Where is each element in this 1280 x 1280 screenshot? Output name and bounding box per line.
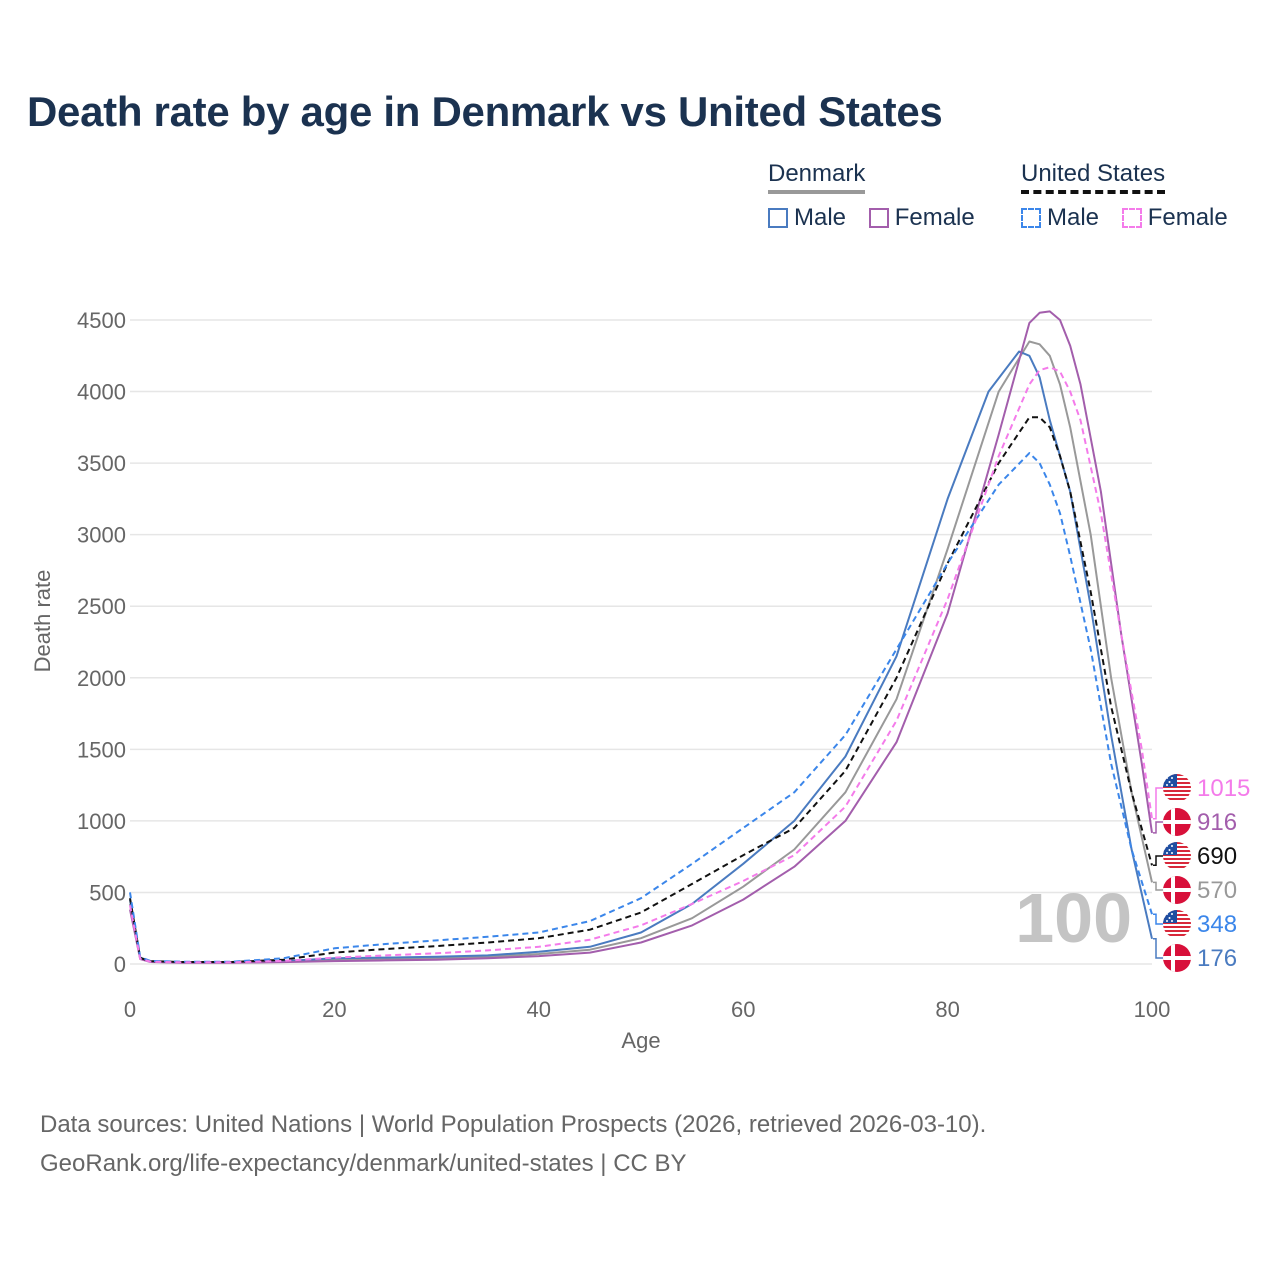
series-line-denmark-male: [129, 350, 1153, 964]
x-tick-label: 60: [731, 997, 755, 1022]
legend-group-title: Denmark: [768, 160, 866, 194]
source-note: Data sources: United Nations | World Pop…: [40, 1111, 987, 1138]
series-line-united-states-male: [129, 452, 1153, 963]
legend-label: Male: [794, 204, 847, 231]
source-link[interactable]: GeoRank.org/life-expectancy/denmark/unit…: [40, 1150, 687, 1177]
legend-group-title: United States: [1021, 160, 1166, 194]
end-label-connector: [1153, 881, 1163, 891]
series-lines: [129, 310, 1153, 964]
y-tick-label: 1000: [77, 809, 126, 834]
legend-group-denmark: Denmark Male Female: [768, 160, 991, 235]
y-tick-label: 4500: [77, 308, 126, 333]
footer: Data sources: United Nations | World Pop…: [40, 1105, 986, 1183]
series-line-denmark-female: [129, 310, 1153, 964]
legend-item-us-female[interactable]: Female: [1121, 204, 1228, 232]
end-label-connector: [1153, 855, 1163, 867]
end-value-label: 176: [1197, 945, 1237, 972]
y-tick-label: 3000: [77, 523, 126, 548]
grid: [130, 319, 1152, 965]
legend-label: Female: [894, 204, 975, 231]
end-value-label: 348: [1197, 911, 1237, 938]
y-tick-label: 0: [114, 952, 126, 977]
denmark-flag-icon: [1163, 808, 1191, 836]
x-axis-ticks: 0 20 40 60 80 100: [124, 997, 1170, 1022]
us-flag-icon: [1163, 774, 1191, 802]
y-axis-ticks: 0 500 1000 1500 2000 2500 3000 3500 4000 4500: [77, 308, 126, 977]
series-line-united-states-female: [129, 366, 1153, 964]
age-watermark: 100: [1015, 879, 1132, 957]
y-tick-label: 1500: [77, 737, 126, 762]
x-tick-label: 20: [322, 997, 346, 1022]
end-value-label: 1015: [1197, 775, 1250, 802]
y-tick-label: 4000: [77, 380, 126, 405]
end-labels: 1015 916 690 570 348 176: [1153, 774, 1250, 972]
end-value-label: 916: [1197, 809, 1237, 836]
legend-swatch: [1121, 208, 1142, 228]
end-label-connector: [1153, 821, 1163, 834]
y-tick-label: 2000: [77, 666, 126, 691]
legend-item-denmark-male[interactable]: Male: [768, 204, 846, 232]
us-flag-icon: [1163, 910, 1191, 938]
x-tick-label: 0: [124, 997, 136, 1022]
legend-group-united-states: United States Male Female: [1021, 160, 1244, 235]
end-label-connector: [1153, 938, 1163, 959]
x-tick-label: 100: [1134, 997, 1171, 1022]
legend-swatch: [868, 208, 889, 228]
x-tick-label: 80: [935, 997, 959, 1022]
x-axis-label: Age: [621, 1028, 660, 1053]
y-tick-label: 500: [89, 880, 126, 905]
x-tick-label: 40: [527, 997, 551, 1022]
legend-swatch: [1021, 208, 1041, 228]
us-flag-icon: [1163, 842, 1191, 870]
end-label-connector: [1153, 913, 1163, 925]
legend-item-us-male[interactable]: Male: [1021, 204, 1099, 232]
end-label-connector: [1153, 787, 1163, 820]
denmark-flag-icon: [1163, 876, 1191, 904]
series-line-united-states-total: [129, 416, 1153, 963]
y-tick-label: 2500: [77, 594, 126, 619]
end-value-label: 570: [1197, 877, 1237, 904]
y-axis-label: Death rate: [30, 570, 55, 673]
chart-title: Death rate by age in Denmark vs United S…: [27, 88, 943, 135]
y-tick-label: 3500: [77, 451, 126, 476]
legend-label: Female: [1147, 204, 1228, 231]
legend: Denmark Male Female United States Male F…: [0, 0, 1280, 260]
death-rate-chart: 0 500 1000 1500 2000 2500 3000 3500 4000 4500 0 20…: [30, 308, 1250, 1053]
denmark-flag-icon: [1163, 944, 1191, 972]
legend-item-denmark-female[interactable]: Female: [868, 204, 975, 232]
end-value-label: 690: [1197, 843, 1237, 870]
legend-swatch: [768, 208, 788, 228]
legend-label: Male: [1047, 204, 1100, 231]
